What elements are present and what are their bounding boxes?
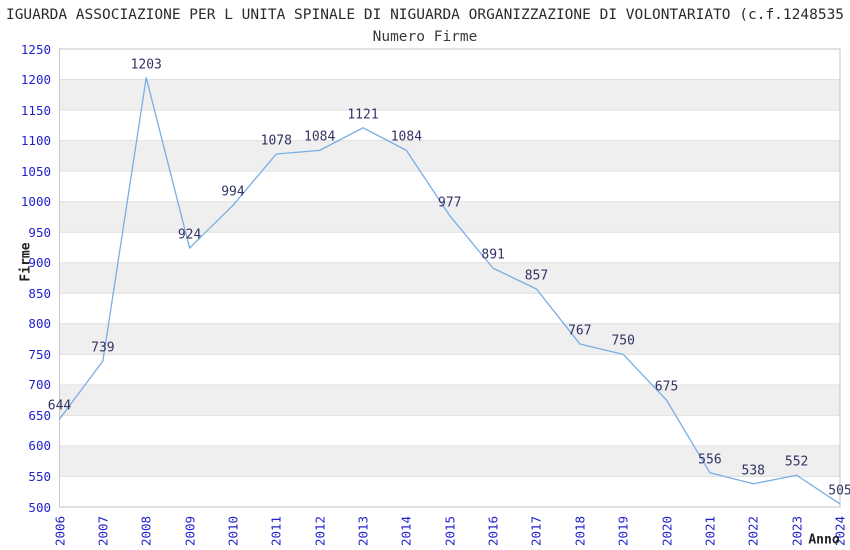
x-tick-label: 2012 (312, 515, 328, 547)
x-tick-label: 2007 (95, 515, 111, 547)
y-tick-label: 1250 (20, 41, 51, 57)
band-stripe (59, 201, 840, 233)
y-tick-label: 1050 (20, 163, 51, 179)
x-tick-label: 2018 (572, 515, 588, 547)
y-tick-label: 1150 (20, 102, 51, 118)
y-tick-label: 1000 (20, 194, 51, 210)
plot-frame (59, 48, 841, 508)
data-point-label: 675 (654, 379, 679, 395)
y-tick-label: 500 (28, 499, 51, 515)
y-tick-label: 700 (28, 377, 51, 393)
band-stripe (59, 79, 840, 111)
data-point-label: 767 (568, 323, 592, 339)
y-tick-label: 950 (28, 224, 51, 240)
x-tick-label: 2016 (485, 515, 501, 547)
y-tick-label: 600 (28, 438, 51, 454)
data-point-label: 750 (611, 333, 635, 349)
y-tick-label: 550 (28, 468, 51, 484)
data-point-label: 556 (698, 452, 722, 468)
signatures-line (58, 77, 841, 505)
band-stripe (59, 384, 840, 416)
x-tick-label: 2023 (789, 515, 805, 547)
y-tick-label: 650 (28, 407, 51, 423)
chart-title: IGUARDA ASSOCIAZIONE PER L UNITA SPINALE… (5, 7, 845, 23)
x-tick-label: 2022 (745, 515, 761, 547)
data-point-label: 1084 (304, 129, 336, 145)
band-stripe (59, 140, 840, 172)
y-tick-label: 750 (28, 346, 51, 362)
x-tick-label: 2013 (355, 515, 371, 547)
data-point-label: 739 (91, 340, 115, 356)
data-point-label: 505 (828, 483, 850, 499)
x-axis-title: Anno (808, 532, 840, 548)
y-axis-title: Firme (18, 242, 34, 282)
data-point-label: 1121 (347, 107, 379, 123)
data-point-label: 1084 (390, 129, 423, 145)
y-tick-label: 1100 (20, 133, 51, 149)
data-point-label: 644 (47, 398, 72, 414)
data-point-label: 552 (784, 454, 809, 470)
x-tick-label: 2014 (398, 515, 414, 547)
data-point-label: 891 (481, 247, 505, 263)
x-tick-label: 2019 (615, 515, 631, 547)
x-tick-label: 2021 (702, 515, 718, 547)
x-tick-label: 2010 (225, 515, 241, 547)
data-point-label: 977 (438, 195, 462, 211)
data-point-label: 924 (177, 227, 202, 243)
data-point-label: 994 (221, 184, 245, 200)
band-stripe (59, 323, 840, 355)
data-point-label: 857 (524, 268, 549, 284)
data-point-label: 1203 (130, 57, 162, 73)
chart-subtitle: Numero Firme (372, 29, 478, 45)
x-tick-label: 2020 (659, 515, 675, 547)
x-tick-label: 2008 (138, 515, 154, 547)
band-stripe (59, 262, 840, 294)
data-point-label: 1078 (260, 133, 292, 149)
data-point-label: 538 (741, 463, 766, 479)
y-tick-label: 850 (28, 285, 51, 301)
x-tick-label: 2011 (268, 515, 284, 547)
band-stripe (59, 445, 840, 477)
y-tick-label: 900 (28, 255, 51, 271)
y-tick-label: 800 (28, 316, 51, 332)
x-tick-label: 2009 (182, 515, 198, 547)
x-tick-label: 2017 (528, 515, 544, 547)
x-tick-label: 2015 (442, 515, 458, 547)
x-tick-label: 2006 (52, 515, 67, 547)
y-tick-label: 1200 (20, 72, 51, 88)
